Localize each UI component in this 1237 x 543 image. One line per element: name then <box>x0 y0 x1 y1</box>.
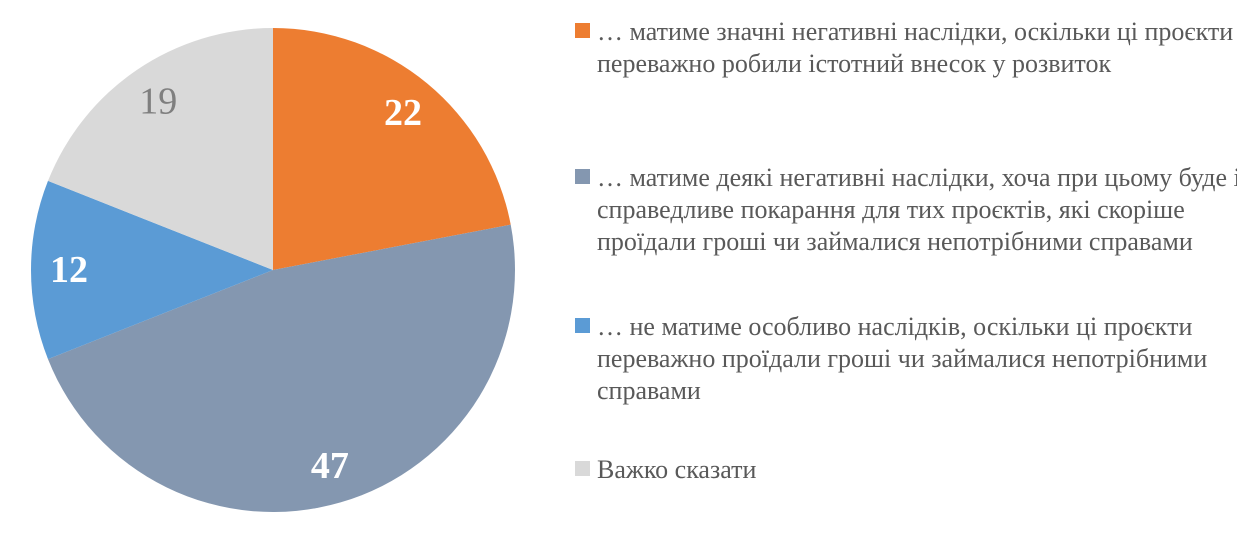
legend-label: … не матиме особливо наслідків, оскільки… <box>597 312 1208 405</box>
pie-slice-value-label: 19 <box>139 80 177 122</box>
legend-swatch-light-gray <box>575 461 590 476</box>
legend-item-no-consequences: … не матиме особливо наслідків, оскільки… <box>575 311 1237 407</box>
legend-label: … матиме значні негативні наслідки, оскі… <box>597 17 1234 78</box>
pie-slice <box>273 28 511 270</box>
pie-slice-value-label: 47 <box>311 445 349 487</box>
pie-slice <box>30 180 273 360</box>
chart-legend: … матиме значні негативні наслідки, оскі… <box>575 0 1237 543</box>
pie-slice <box>47 224 515 513</box>
legend-label: Важко сказати <box>597 455 757 484</box>
pie-slice-value-label: 22 <box>384 92 422 134</box>
legend-label: … матиме деякі негативні наслідки, хоча … <box>597 163 1237 256</box>
legend-item-significant-negative: … матиме значні негативні наслідки, оскі… <box>575 16 1237 80</box>
legend-swatch-blue-gray <box>575 169 590 184</box>
legend-swatch-orange <box>575 23 590 38</box>
pie-slice <box>47 27 273 271</box>
pie-slice-value-label: 12 <box>50 249 88 291</box>
legend-swatch-blue <box>575 318 590 333</box>
legend-item-hard-to-say: Важко сказати <box>575 454 1237 486</box>
legend-item-some-negative: … матиме деякі негативні наслідки, хоча … <box>575 162 1237 258</box>
pie-chart: 22 47 12 19 <box>30 27 515 513</box>
